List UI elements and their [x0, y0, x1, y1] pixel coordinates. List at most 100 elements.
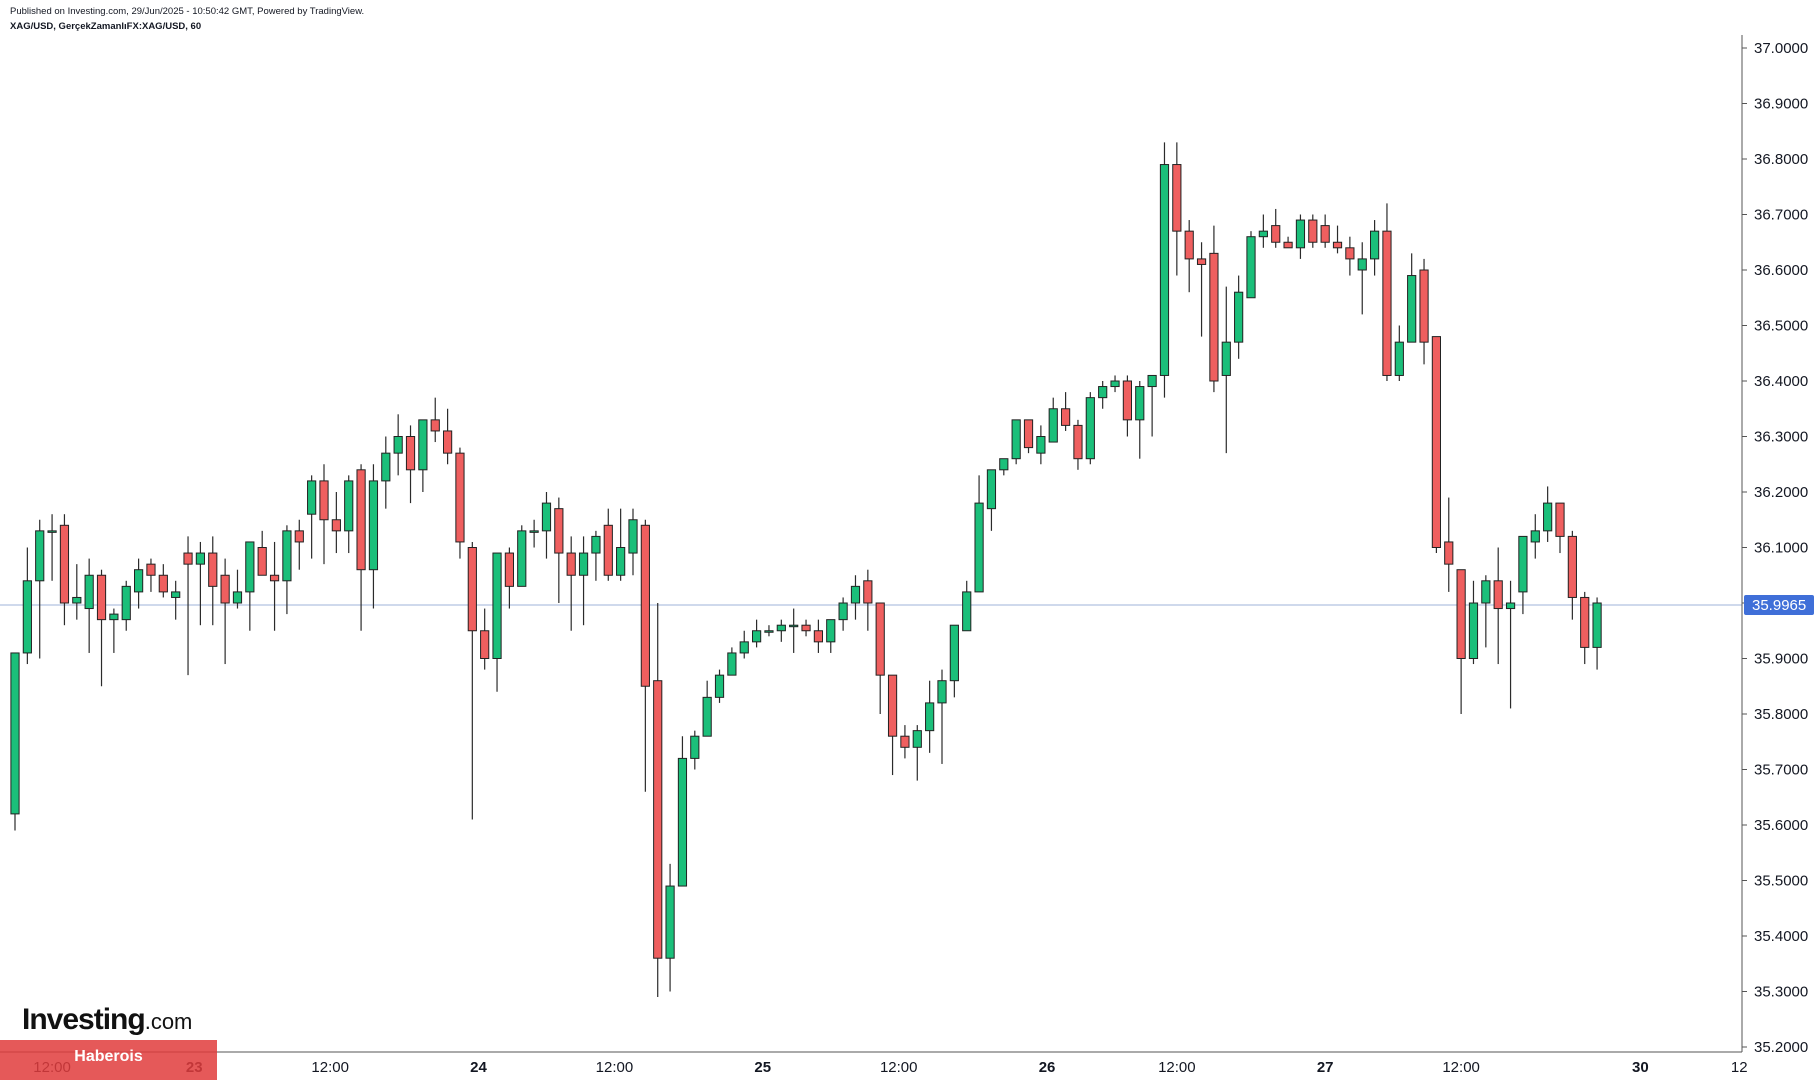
x-tick-label: 12:00	[311, 1059, 349, 1076]
candle-body-up	[517, 530, 527, 587]
candle	[999, 458, 1009, 476]
candle-body-down	[1172, 164, 1182, 232]
candle-body-up	[1246, 236, 1256, 299]
candle-body-down	[331, 519, 341, 532]
candle-body-up	[368, 480, 379, 571]
candle-body-down	[1456, 569, 1466, 660]
candle-body-down	[813, 630, 823, 643]
candle	[1357, 242, 1367, 315]
candle-body-up	[578, 552, 589, 576]
candle	[171, 580, 181, 620]
candle-body-up	[393, 436, 403, 454]
candle	[1295, 214, 1306, 259]
candle	[764, 625, 774, 637]
candle	[1085, 392, 1095, 465]
candle	[430, 397, 440, 443]
candle	[1567, 530, 1577, 620]
candle-body-down	[887, 674, 898, 737]
candle	[96, 569, 107, 687]
candle	[1036, 425, 1046, 465]
candle-body-down	[455, 452, 465, 543]
candle-body-down	[257, 547, 267, 576]
candle	[1159, 142, 1170, 398]
candle-body-up	[1110, 380, 1120, 388]
candle	[1332, 225, 1343, 254]
candle-body-down	[1271, 225, 1281, 243]
watermark-banner: Haberois	[0, 1040, 217, 1080]
candle	[1048, 397, 1058, 443]
candle	[1098, 381, 1108, 409]
candle-body-down	[1320, 225, 1330, 243]
x-tick-label: 27	[1317, 1059, 1334, 1076]
candle-body-up	[714, 674, 725, 698]
candle	[109, 608, 119, 653]
candle	[393, 414, 403, 476]
candle	[10, 652, 20, 831]
candle	[962, 580, 972, 632]
candle	[838, 597, 848, 631]
candle	[925, 680, 935, 753]
candle-body-up	[84, 574, 94, 610]
candle-body-down	[183, 552, 193, 565]
watermark-text: Haberois	[74, 1048, 143, 1065]
candle	[504, 547, 514, 609]
candle	[690, 730, 700, 770]
y-tick-label: 36.5000	[1754, 318, 1808, 335]
candle-body-down	[146, 563, 156, 576]
candle-body-up	[776, 624, 786, 632]
candle	[529, 519, 539, 548]
y-tick-label: 35.5000	[1754, 873, 1808, 890]
candle	[1209, 225, 1219, 393]
candle	[653, 603, 663, 998]
candle-body-up	[999, 458, 1009, 471]
candle-body-down	[96, 574, 107, 621]
candle	[541, 492, 552, 559]
x-tick-label: 25	[754, 1059, 771, 1076]
x-tick-label: 26	[1039, 1059, 1056, 1076]
candle-body-up	[789, 624, 799, 628]
candle	[331, 492, 341, 554]
candle-body-up	[1221, 341, 1231, 376]
candle-body-down	[1555, 502, 1565, 537]
candle	[1271, 208, 1281, 248]
candle	[59, 514, 70, 626]
candle	[1444, 497, 1454, 592]
y-tick-label: 35.7000	[1754, 762, 1808, 779]
candle-body-down	[1209, 252, 1219, 382]
candle-body-up	[492, 552, 502, 659]
candle-body-down	[504, 552, 514, 587]
candle-body-down	[1122, 380, 1133, 421]
candle	[492, 552, 502, 692]
candle	[554, 497, 564, 603]
candle-body-up	[1394, 341, 1404, 376]
candle-body-up	[1011, 419, 1021, 460]
candle-body-down	[220, 574, 230, 604]
y-tick-label: 36.1000	[1754, 540, 1808, 557]
candle-body-up	[307, 480, 317, 515]
candle-body-up	[1505, 602, 1516, 610]
candle-body-up	[282, 530, 292, 582]
candle-body-up	[1048, 408, 1058, 443]
candle	[677, 736, 688, 887]
candle-body-up	[764, 630, 774, 633]
candle-body-up	[1085, 397, 1095, 460]
x-tick-label: 30	[1632, 1059, 1649, 1076]
candle	[1580, 591, 1590, 665]
candle-body-down	[443, 430, 453, 454]
candle	[134, 558, 144, 609]
x-tick-label: 12	[1731, 1059, 1748, 1076]
candle-body-up	[1357, 258, 1367, 271]
candle	[739, 630, 749, 659]
candle	[381, 436, 391, 509]
candle-body-down	[801, 624, 811, 632]
candle	[900, 725, 910, 759]
candle-body-down	[640, 524, 650, 687]
candle	[480, 608, 490, 670]
candle	[850, 575, 861, 620]
candle	[183, 536, 193, 676]
published-line: Published on Investing.com, 29/Jun/2025 …	[10, 6, 365, 17]
candle-body-down	[1332, 241, 1343, 249]
candle-body-up	[134, 569, 144, 593]
y-tick-label: 36.6000	[1754, 262, 1808, 279]
candle	[1592, 597, 1602, 670]
